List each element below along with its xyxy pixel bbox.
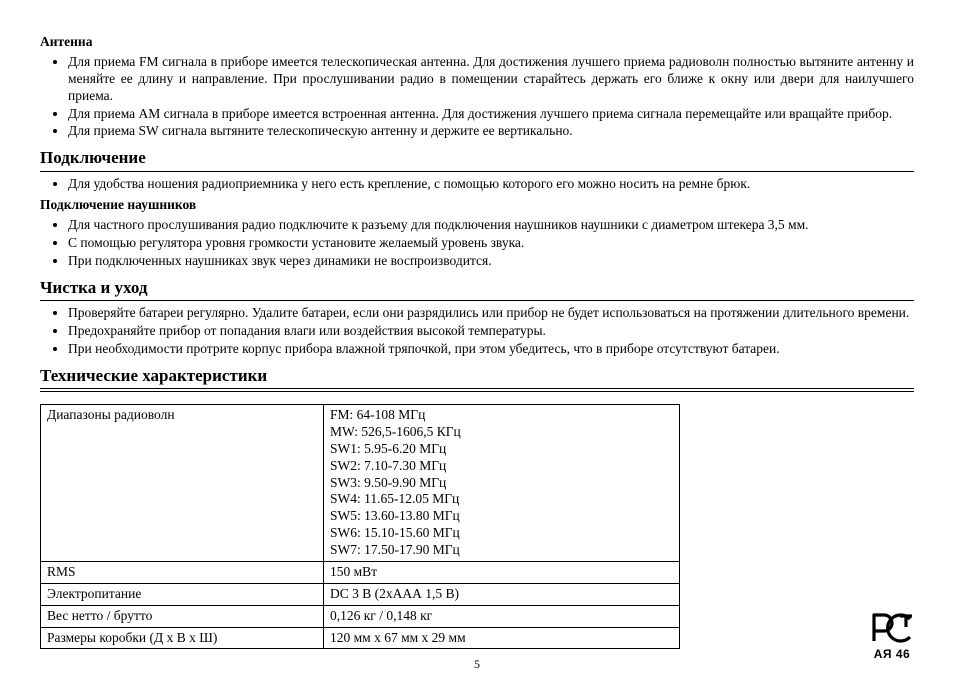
spec-label: Диапазоны радиоволн [41, 405, 324, 562]
headphones-heading: Подключение наушников [40, 197, 914, 214]
list-item: Для частного прослушивания радио подключ… [68, 217, 914, 235]
list-item: Для удобства ношения радиоприемника у не… [68, 176, 914, 194]
freq-line: SW2: 7.10-7.30 МГц [330, 458, 673, 475]
freq-line: SW1: 5.95-6.20 МГц [330, 441, 673, 458]
list-item: Предохраняйте прибор от попадания влаги … [68, 323, 914, 341]
section-rule [40, 171, 914, 172]
freq-line: SW6: 15.10-15.60 МГц [330, 525, 673, 542]
list-item: С помощью регулятора уровня громкости ус… [68, 235, 914, 253]
table-row: Диапазоны радиоволн FM: 64-108 МГц MW: 5… [41, 405, 680, 562]
freq-line: SW4: 11.65-12.05 МГц [330, 491, 673, 508]
connection-top-list: Для удобства ношения радиоприемника у не… [40, 176, 914, 194]
spec-value: 120 мм х 67 мм х 29 мм [324, 627, 680, 649]
section-rule-double [40, 388, 914, 392]
list-item: При подключенных наушниках звук через ди… [68, 253, 914, 271]
table-row: Размеры коробки (Д х В х Ш) 120 мм х 67 … [41, 627, 680, 649]
spec-value: 0,126 кг / 0,148 кг [324, 605, 680, 627]
spec-label: Электропитание [41, 583, 324, 605]
table-row: Вес нетто / брутто 0,126 кг / 0,148 кг [41, 605, 680, 627]
spec-value: FM: 64-108 МГц MW: 526,5-1606,5 КГц SW1:… [324, 405, 680, 562]
freq-line: SW5: 13.60-13.80 МГц [330, 508, 673, 525]
list-item: Для приема АМ сигнала в приборе имеется … [68, 106, 914, 124]
spec-label: Вес нетто / брутто [41, 605, 324, 627]
freq-line: MW: 526,5-1606,5 КГц [330, 424, 673, 441]
freq-line: SW3: 9.50-9.90 МГц [330, 475, 673, 492]
antenna-list: Для приема FM сигнала в приборе имеется … [40, 54, 914, 141]
spec-label: Размеры коробки (Д х В х Ш) [41, 627, 324, 649]
list-item: Для приема FM сигнала в приборе имеется … [68, 54, 914, 106]
antenna-heading: Антенна [40, 34, 914, 51]
spec-value: DC 3 В (2хААА 1,5 В) [324, 583, 680, 605]
list-item: При необходимости протрите корпус прибор… [68, 341, 914, 359]
table-row: Электропитание DC 3 В (2хААА 1,5 В) [41, 583, 680, 605]
cert-label: АЯ 46 [870, 647, 914, 662]
specs-title: Технические характеристики [40, 365, 914, 386]
care-list: Проверяйте батареи регулярно. Удалите ба… [40, 305, 914, 359]
spec-label: RMS [41, 561, 324, 583]
cert-mark: АЯ 46 [870, 611, 914, 662]
page-number: 5 [40, 657, 914, 672]
list-item: Для приема SW сигнала вытяните телескопи… [68, 123, 914, 141]
table-row: RMS 150 мВт [41, 561, 680, 583]
connection-title: Подключение [40, 147, 914, 168]
freq-line: FM: 64-108 МГц [330, 407, 673, 424]
freq-line: SW7: 17.50-17.90 МГц [330, 542, 673, 559]
list-item: Проверяйте батареи регулярно. Удалите ба… [68, 305, 914, 323]
headphones-list: Для частного прослушивания радио подключ… [40, 217, 914, 271]
spec-value: 150 мВт [324, 561, 680, 583]
section-rule [40, 300, 914, 301]
pct-logo-icon [870, 611, 914, 645]
care-title: Чистка и уход [40, 277, 914, 298]
specs-table: Диапазоны радиоволн FM: 64-108 МГц MW: 5… [40, 404, 680, 649]
